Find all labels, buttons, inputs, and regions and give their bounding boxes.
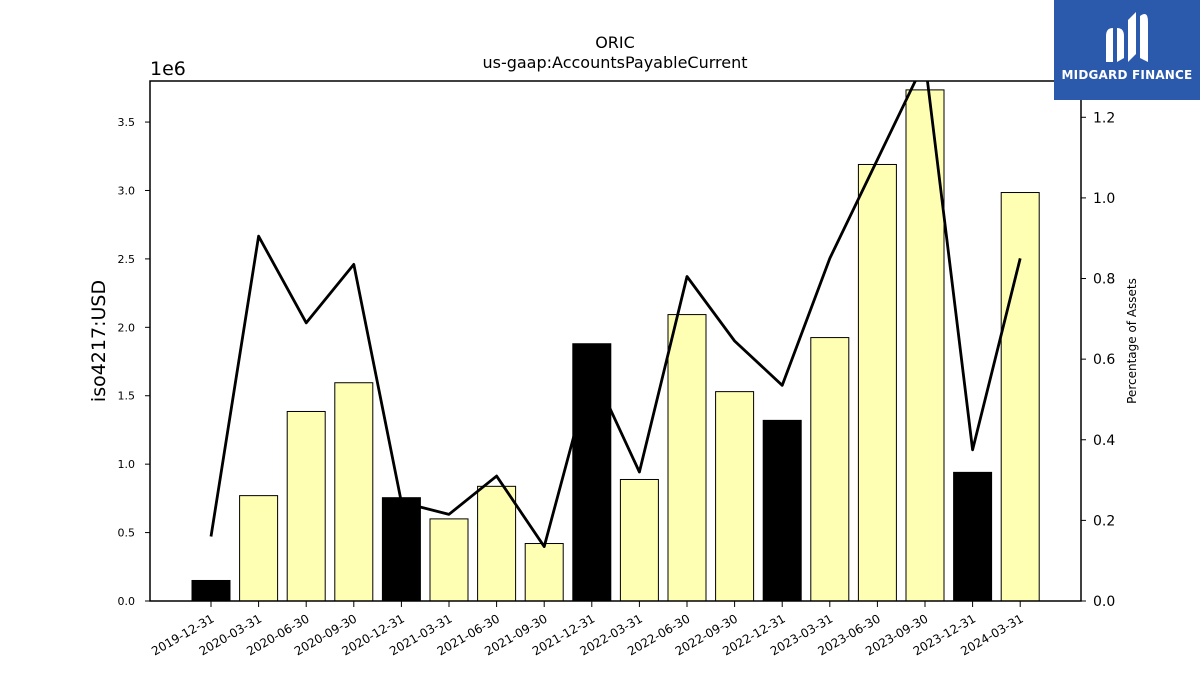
chart-subtitle: us-gaap:AccountsPayableCurrent	[482, 53, 747, 72]
y2-tick-label: 0.2	[1093, 513, 1115, 529]
y2-tick-label: 1.2	[1093, 110, 1115, 126]
plot-frame	[149, 80, 1082, 602]
y2-tick-label: 0.4	[1093, 433, 1115, 449]
bar-2019-12-31	[191, 579, 231, 602]
bar-2021-12-31	[572, 343, 612, 602]
bar-2023-03-31	[810, 337, 850, 602]
y2-axis-ticks: 0.0 0.2 0.4 0.6 0.8 1.0 1.2	[1081, 110, 1115, 610]
y2-tick-label: 0.6	[1093, 352, 1115, 368]
y-tick-label: 0.0	[118, 595, 136, 608]
brand-logo: MIDGARD FINANCE	[1054, 0, 1200, 100]
y-tick-label: 2.5	[118, 253, 136, 266]
y2-tick-label: 1.0	[1093, 191, 1115, 207]
x-axis-ticks: 2019-12-312020-03-312020-06-302020-09-30…	[149, 601, 1026, 658]
line-series	[209, 81, 1022, 548]
brand-name: MIDGARD FINANCE	[1061, 68, 1193, 82]
y-axis-ticks: 0.0 0.5 1.0 1.5 2.0 2.5 3.0 3.5	[118, 116, 150, 608]
midgard-logo-icon	[1106, 12, 1148, 62]
y-multiplier-label: 1e6	[150, 58, 186, 80]
line-percentage-of-assets	[209, 81, 1022, 548]
bar-2021-06-30	[477, 485, 517, 602]
bar-2020-09-30	[334, 382, 374, 602]
y2-tick-label: 0.0	[1093, 594, 1115, 610]
bar-2022-03-31	[619, 478, 659, 602]
y-tick-label: 3.0	[118, 184, 136, 197]
bar-2021-09-30	[524, 543, 564, 602]
bar-2023-12-31	[953, 471, 993, 602]
bar-2022-09-30	[715, 391, 755, 602]
y2-axis-label: Percentage of Assets	[1125, 278, 1139, 404]
y-tick-label: 0.5	[118, 527, 136, 540]
y-tick-label: 1.0	[118, 458, 136, 471]
bar-2020-12-31	[381, 497, 421, 602]
y-axis-label: iso4217:USD	[88, 280, 110, 402]
bar-2023-06-30	[857, 163, 897, 602]
bar-2020-06-30	[286, 410, 326, 602]
bar-2024-03-31	[1000, 192, 1040, 602]
y-tick-label: 3.5	[118, 116, 136, 129]
bar-2022-06-30	[667, 314, 707, 602]
y-tick-label: 1.5	[118, 390, 136, 403]
bar-2020-03-31	[239, 495, 279, 602]
bar-2021-03-31	[429, 518, 469, 602]
bar-series	[191, 89, 1040, 602]
y2-tick-label: 0.8	[1093, 272, 1115, 288]
chart-title: ORIC	[595, 33, 635, 52]
y-tick-label: 2.0	[118, 321, 136, 334]
bar-2022-12-31	[762, 419, 802, 602]
